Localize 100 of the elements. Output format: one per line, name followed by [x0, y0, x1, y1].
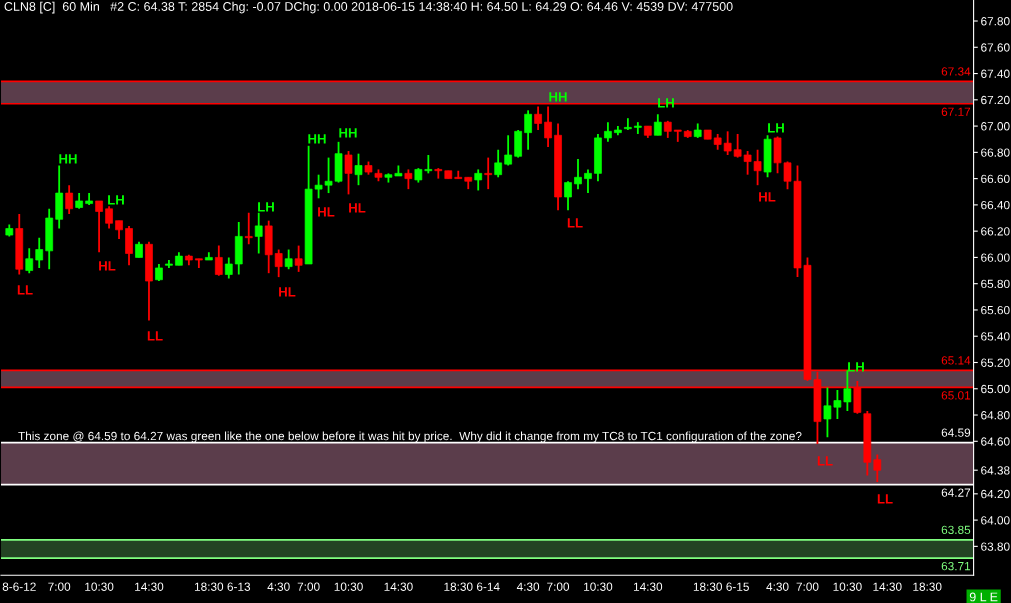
- candlestick: [294, 244, 303, 273]
- annotation: HL: [759, 192, 776, 202]
- x-tick-label: 8-6-12: [2, 582, 36, 591]
- x-tick-label: 6-15: [726, 582, 749, 591]
- x-tick-label: 14:30: [873, 582, 902, 591]
- annotation: LH: [768, 123, 784, 133]
- x-tick-label: 7:00: [547, 582, 570, 591]
- candlestick: [653, 113, 662, 137]
- text: 9 L E: [969, 592, 998, 602]
- x-tick-label: 10:30: [833, 582, 862, 591]
- y-tick-label: 66.60: [981, 174, 1010, 184]
- candlestick: [434, 167, 443, 180]
- annotation: LL: [817, 456, 833, 466]
- ref-line-label: 64.27: [941, 488, 971, 497]
- annotation: HH: [308, 134, 326, 144]
- candlestick: [574, 158, 582, 191]
- x-tick-label: 18:30: [913, 582, 942, 591]
- x-tick-label: 6-14: [476, 582, 500, 591]
- y-tick-label: 64.60: [981, 437, 1010, 446]
- candlestick: [65, 184, 73, 215]
- candlestick: [484, 156, 493, 191]
- x-tick-label: 6-13: [227, 582, 251, 591]
- candlestick: [254, 211, 263, 255]
- y-tick-label: 66.20: [981, 227, 1010, 236]
- ref-line-label: 65.14: [941, 356, 971, 365]
- ref-line-label: 67.34: [941, 67, 971, 76]
- x-tick-label: 4:30: [766, 582, 789, 591]
- annotation: LL: [567, 218, 583, 228]
- x-tick-label: 7:00: [796, 582, 819, 591]
- candlestick: [673, 129, 682, 143]
- ref-line-label: 64.59: [941, 428, 971, 437]
- y-tick-label: 67.60: [981, 43, 1010, 52]
- candlestick: [95, 200, 103, 254]
- x-tick-label: 7:00: [297, 582, 320, 591]
- annotation: HL: [349, 203, 366, 213]
- y-tick-label: 64.38: [981, 466, 1010, 475]
- y-tick-label: 64.00: [981, 516, 1010, 525]
- x-tick-label: 18:30: [444, 582, 473, 591]
- candlestick: [624, 117, 632, 131]
- candlestick: [584, 168, 592, 194]
- x-tick-label: 18:30: [194, 582, 224, 591]
- annotation: LL: [877, 494, 893, 504]
- annotation: LL: [147, 331, 163, 341]
- annotation: LH: [258, 202, 274, 212]
- annotation: HL: [99, 261, 116, 271]
- y-tick-label: 65.60: [981, 305, 1010, 315]
- candlestick: [35, 236, 44, 269]
- y-tick-label: 64.20: [981, 489, 1010, 499]
- candlestick: [524, 109, 532, 151]
- y-tick-label: 66.40: [981, 200, 1010, 210]
- annotation: LL: [17, 285, 33, 295]
- ref-line-label: 63.71: [941, 561, 971, 571]
- x-tick-label: 10:30: [584, 582, 613, 591]
- y-tick-label: 63.80: [981, 542, 1010, 551]
- ref-line-label: 67.17: [941, 107, 971, 116]
- candlestick: [115, 219, 123, 240]
- x-tick-label: 14:30: [633, 582, 663, 591]
- annotation: HH: [339, 128, 357, 138]
- x-tick-label: 7:00: [48, 582, 71, 591]
- x-tick-label: 10:30: [85, 582, 114, 591]
- candlestick: [504, 134, 512, 167]
- y-tick-label: 65.80: [981, 279, 1010, 289]
- x-tick-label: 14:30: [384, 582, 413, 591]
- y-tick-label: 65.20: [981, 358, 1010, 367]
- candlestick: [354, 152, 363, 187]
- annotation: HH: [549, 92, 567, 102]
- x-tick-label: 14:30: [135, 582, 164, 591]
- candlestick: [25, 247, 34, 275]
- candlestick: [244, 211, 253, 246]
- candlestick: [494, 148, 503, 179]
- y-tick-label: 65.00: [981, 384, 1010, 394]
- candlestick: [214, 244, 223, 277]
- candlestick: [474, 168, 483, 192]
- x-tick-label: 4:30: [516, 582, 540, 591]
- y-tick-label: 67.80: [981, 17, 1010, 26]
- x-tick-label: 18:30: [693, 582, 723, 591]
- ref-line-label: 63.85: [941, 525, 971, 534]
- ref-line-label: 65.01: [941, 391, 971, 400]
- chart-title: CLN8 [C] 60 Min #2 C: 64.38 T: 2854 Chg: -0.07 DChg: 0.00 2018-06-15 14:38:40 H: 64.50 L: 64.29 O: 64.46 V: 4539 DV: 477500: [4, 1, 733, 14]
- y-tick-label: 64.80: [981, 411, 1010, 420]
- candlestick: [873, 453, 882, 483]
- candlestick: [274, 248, 283, 279]
- annotation: HH: [59, 154, 77, 164]
- annotation: LH: [848, 362, 864, 372]
- candlestick: [344, 150, 353, 196]
- y-tick-label: 66.00: [981, 253, 1010, 262]
- y-tick-label: 67.20: [981, 95, 1010, 105]
- annotation: HL: [279, 287, 296, 297]
- candlestick: [224, 256, 233, 280]
- x-tick-label: 10:30: [334, 582, 363, 591]
- candlestick: [604, 121, 612, 143]
- y-tick-label: 66.80: [981, 148, 1010, 157]
- y-tick-label: 67.40: [981, 69, 1010, 78]
- candlestick: [404, 168, 413, 191]
- y-tick-label: 67.00: [981, 122, 1010, 131]
- annotation: HL: [318, 207, 335, 217]
- x-tick-label: 4:30: [267, 582, 290, 591]
- y-tick-label: 65.40: [981, 332, 1010, 341]
- candlestick: [564, 180, 572, 212]
- annotation: This zone @ 64.59 to 64.27 was green like the one below before it was hit by price. Why did it change from my TC8 to TC1 configuration of the zone?: [18, 431, 802, 443]
